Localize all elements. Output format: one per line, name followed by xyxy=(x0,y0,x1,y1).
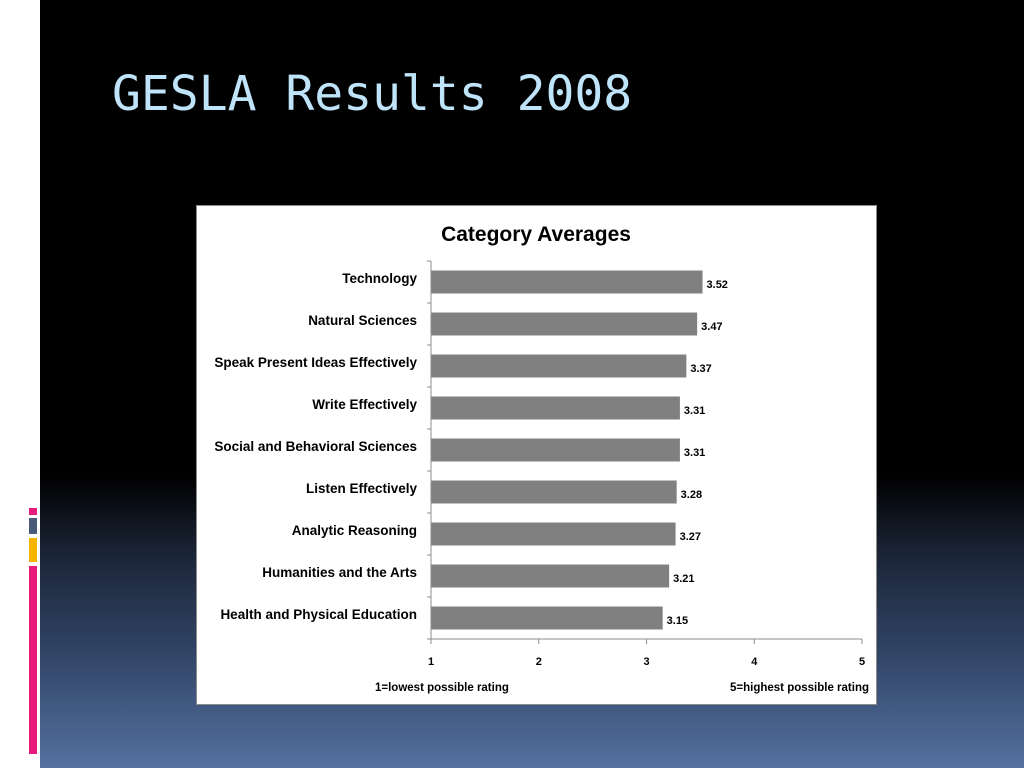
decor-block-pink xyxy=(29,508,37,515)
category-label: Listen Effectively xyxy=(306,481,418,496)
data-label: 3.47 xyxy=(701,321,722,333)
category-label: Speak Present Ideas Effectively xyxy=(214,355,417,370)
x-tick-label: 3 xyxy=(643,656,649,668)
category-label: Write Effectively xyxy=(312,397,417,412)
bar xyxy=(431,312,698,336)
category-label: Analytic Reasoning xyxy=(292,523,417,538)
bar xyxy=(431,354,687,378)
x-tick-label: 2 xyxy=(536,656,542,668)
decor-bar-pink xyxy=(29,566,37,754)
bar xyxy=(431,522,676,546)
bar-chart: Category Averages Technology 3.52 Natural … xyxy=(214,223,869,694)
category-label: Natural Sciences xyxy=(308,313,417,328)
category-label: Health and Physical Education xyxy=(220,607,417,622)
decor-block-slate xyxy=(29,518,37,534)
x-tick-label: 5 xyxy=(859,656,865,668)
bar xyxy=(431,270,703,294)
category-label: Social and Behavioral Sciences xyxy=(214,439,417,454)
bars-layer: Technology 3.52 Natural Sciences 3.47 Speak … xyxy=(214,270,728,630)
data-label: 3.31 xyxy=(684,447,705,459)
bar xyxy=(431,606,663,630)
chart-title: Category Averages xyxy=(441,223,631,246)
data-label: 3.31 xyxy=(684,405,705,417)
note-highest-rating: 5=highest possible rating xyxy=(730,682,869,694)
bar xyxy=(431,564,670,588)
bar xyxy=(431,396,680,420)
decor-block-yellow xyxy=(29,538,37,562)
data-label: 3.37 xyxy=(690,363,711,375)
category-label: Humanities and the Arts xyxy=(262,565,417,580)
note-lowest-rating: 1=lowest possible rating xyxy=(375,682,509,694)
category-label: Technology xyxy=(342,271,417,286)
x-tick-label: 1 xyxy=(428,656,434,668)
slide-title: GESLA Results 2008 xyxy=(112,66,633,122)
bar xyxy=(431,438,680,462)
x-tick-label: 4 xyxy=(751,656,758,668)
data-label: 3.52 xyxy=(707,279,728,291)
data-label: 3.21 xyxy=(673,573,694,585)
bar xyxy=(431,480,677,504)
data-label: 3.28 xyxy=(681,489,702,501)
data-label: 3.27 xyxy=(680,531,701,543)
chart-container: Category Averages Technology 3.52 Natural … xyxy=(196,205,877,705)
data-label: 3.15 xyxy=(667,615,688,627)
axis-layer: 1 2 3 4 5 xyxy=(427,260,865,668)
